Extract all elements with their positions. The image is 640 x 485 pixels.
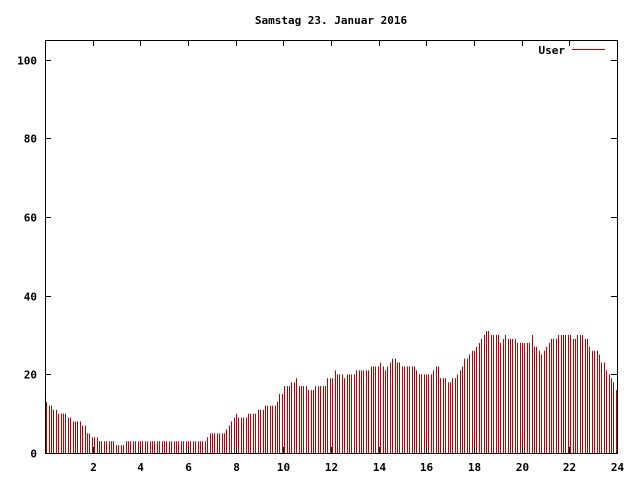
x-tick-label: 24 (611, 461, 625, 474)
chart-title: Samstag 23. Januar 2016 (255, 14, 408, 27)
x-tick-label: 16 (420, 461, 434, 474)
legend-label: User (539, 44, 566, 57)
x-tick-label: 12 (325, 461, 338, 474)
x-tick-label: 10 (277, 461, 290, 474)
x-tick-label: 20 (516, 461, 529, 474)
y-tick-label: 80 (24, 133, 37, 146)
y-tick-label: 100 (17, 55, 37, 68)
y-tick-label: 0 (30, 448, 37, 461)
x-tick-label: 14 (373, 461, 387, 474)
x-tick-label: 18 (468, 461, 481, 474)
x-tick-label: 2 (90, 461, 97, 474)
y-tick-label: 20 (24, 369, 37, 382)
x-tick-label: 8 (233, 461, 240, 474)
bars-layer (46, 331, 617, 453)
x-tick-label: 22 (563, 461, 576, 474)
legend: User (539, 44, 605, 57)
x-tick-label: 6 (185, 461, 192, 474)
x-tick-label: 4 (137, 461, 144, 474)
y-tick-label: 40 (24, 291, 37, 304)
y-tick-label: 60 (24, 212, 37, 225)
plot-frame (45, 40, 618, 454)
